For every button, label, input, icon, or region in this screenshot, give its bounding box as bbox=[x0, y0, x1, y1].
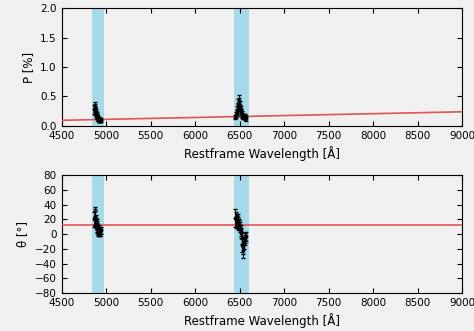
Y-axis label: θ [°]: θ [°] bbox=[16, 221, 29, 247]
X-axis label: Restframe Wavelength [Å]: Restframe Wavelength [Å] bbox=[184, 146, 340, 161]
X-axis label: Restframe Wavelength [Å]: Restframe Wavelength [Å] bbox=[184, 313, 340, 328]
Bar bbox=[234, 8, 249, 126]
Y-axis label: P [%]: P [%] bbox=[22, 52, 35, 83]
Bar bbox=[92, 175, 104, 293]
Bar bbox=[234, 175, 249, 293]
Bar bbox=[92, 8, 104, 126]
